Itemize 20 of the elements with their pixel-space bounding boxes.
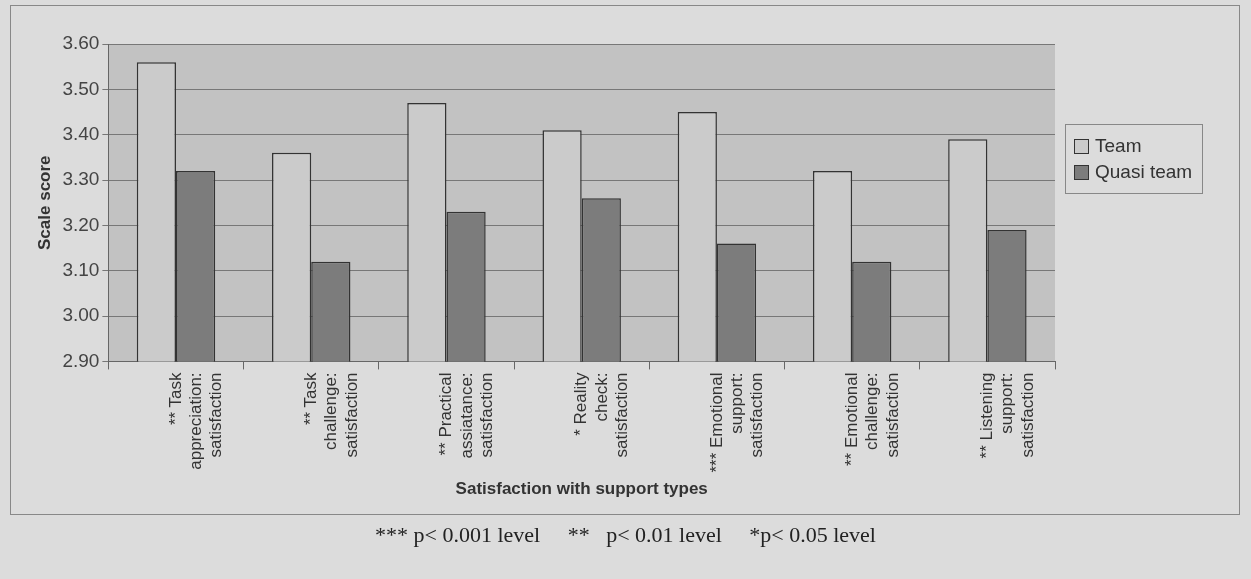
x-tick-label: *** Emotional support: satisfaction <box>706 372 767 473</box>
x-tick-label: ** Task appreciation: satisfaction <box>165 371 226 470</box>
text: *** p< 0.001 level ** p< 0.01 level *p< 0.05 level <box>374 522 877 548</box>
x-tick-label: * Reality check: satisfaction <box>571 371 632 458</box>
x-tick-label: ** Practical assiatance: satisfaction <box>436 372 496 459</box>
y-tick-label: 3.20 <box>62 213 100 235</box>
legend-label: Quasi team <box>1095 161 1193 183</box>
y-tick-label: 3.10 <box>62 258 100 280</box>
y-axis-title: Scale score <box>34 155 54 250</box>
y-tick-label: 3.30 <box>62 168 100 190</box>
x-axis-title: Satisfaction with support types <box>455 479 708 499</box>
x-tick-label: ** Listening support: satisfaction <box>977 372 1037 459</box>
y-tick-label: 3.60 <box>62 32 100 54</box>
y-tick-label: 2.90 <box>62 349 100 371</box>
text: Team <box>1095 135 1142 157</box>
x-tick-label: ** Emotional challenge: satisfaction <box>841 372 902 466</box>
y-tick-label: 3.00 <box>62 304 100 326</box>
y-tick-label: 3.40 <box>62 122 100 144</box>
y-tick-label: 3.50 <box>62 77 100 99</box>
x-tick-label: ** Task challenge: satisfaction <box>300 371 361 458</box>
